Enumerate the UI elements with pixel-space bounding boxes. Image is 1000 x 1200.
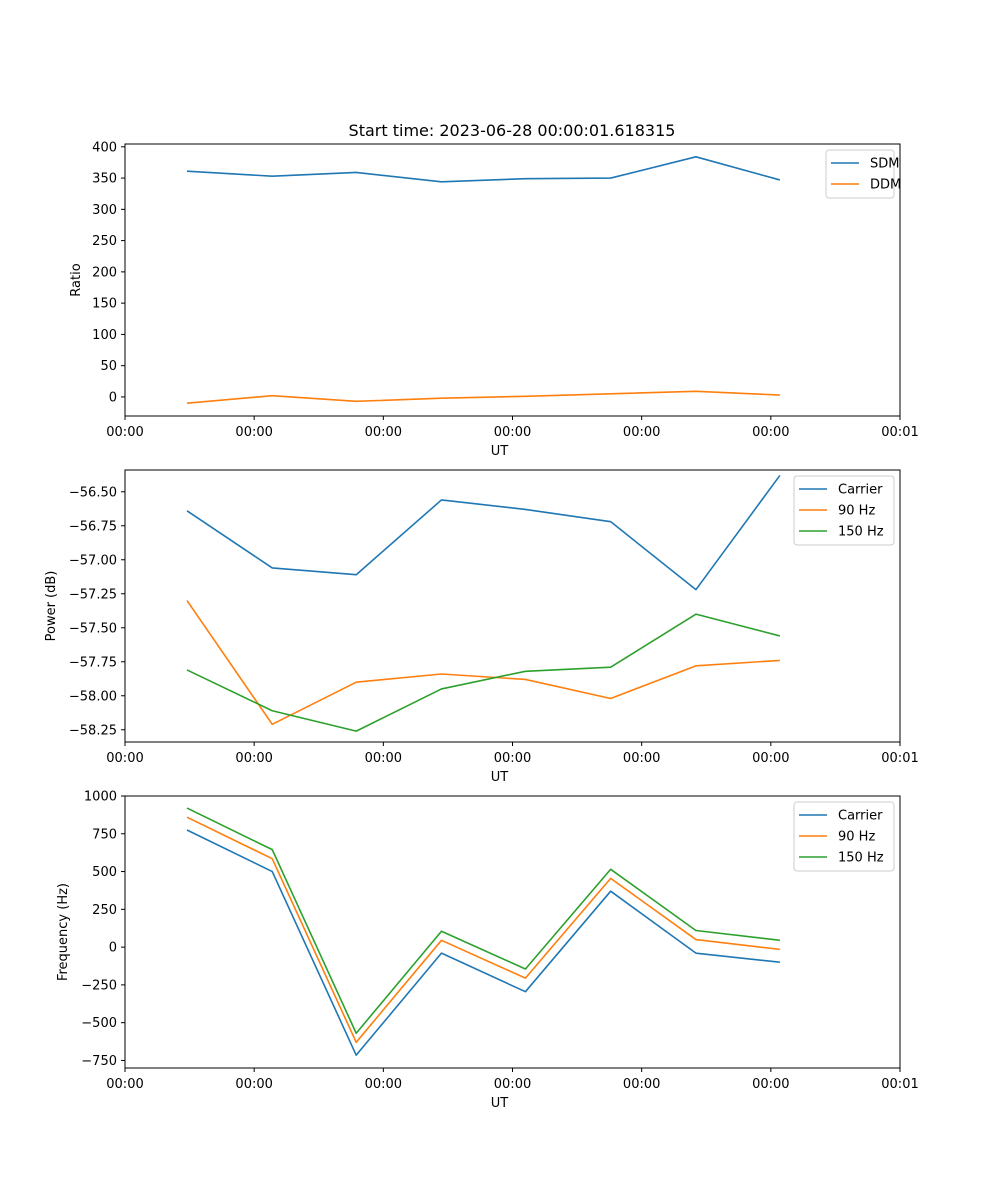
series-line-150-hz — [186, 613, 781, 732]
x-tick-label: 00:00 — [365, 425, 402, 440]
series-line-90-hz — [186, 816, 780, 1044]
x-tick-label: 00:00 — [235, 425, 272, 440]
y-tick-label: −58.25 — [69, 723, 117, 738]
y-axis-label: Ratio — [69, 263, 84, 296]
subplot-ratio: 00:00 00:00 00:00 00:00 00:00 00:00 00:01 0 50 10… — [69, 140, 919, 459]
y-tick-label: 150 — [92, 297, 117, 312]
y-tick-label: 1000 — [84, 790, 117, 805]
series-line-carrier — [186, 474, 781, 591]
legend-box — [793, 801, 895, 872]
legend-label: Carrier — [838, 809, 883, 824]
y-axis-label: Power (dB) — [44, 571, 59, 642]
x-tick-label: 00:00 — [494, 425, 531, 440]
y-tick-label: −57.50 — [69, 621, 117, 636]
legend-label: 150 Hz — [838, 851, 884, 866]
x-axis-label: UT — [491, 444, 509, 459]
x-axis-label: UT — [491, 1096, 509, 1111]
x-tick-label: 00:00 — [106, 425, 143, 440]
legend-box — [793, 475, 895, 546]
y-tick-label: 400 — [92, 140, 117, 155]
legend-label: SDM — [870, 157, 899, 172]
x-tick-label: 00:00 — [494, 751, 531, 766]
x-tick-label: 00:01 — [881, 1077, 918, 1092]
x-tick-label: 00:00 — [235, 751, 272, 766]
y-tick-label: −56.75 — [69, 519, 117, 534]
figure-title: Start time: 2023-06-28 00:00:01.618315 — [349, 121, 676, 140]
y-tick-label: 250 — [92, 234, 117, 249]
y-tick-label: 300 — [92, 203, 117, 218]
x-tick-label: 00:00 — [235, 1077, 272, 1092]
subplot-frequency: 00:00 00:00 00:00 00:00 00:00 00:00 00:01 −750 −… — [56, 790, 919, 1112]
series-line-150-hz — [186, 807, 780, 1035]
x-tick-label: 00:00 — [494, 1077, 531, 1092]
y-tick-label: −250 — [81, 978, 117, 993]
x-tick-label: 00:00 — [365, 1077, 402, 1092]
y-tick-label: −58.00 — [69, 689, 117, 704]
x-tick-label: 00:00 — [106, 1077, 143, 1092]
y-tick-label: 100 — [92, 328, 117, 343]
legend-label: DDM — [870, 178, 901, 193]
y-tick-label: 350 — [92, 172, 117, 187]
legend-label: 150 Hz — [838, 525, 884, 540]
x-tick-label: 00:00 — [752, 425, 789, 440]
y-tick-label: 750 — [92, 827, 117, 842]
legend-box — [825, 149, 895, 199]
x-axis-label: UT — [491, 770, 509, 785]
x-tick-label: 00:01 — [881, 425, 918, 440]
legend-label: 90 Hz — [838, 830, 875, 845]
legend-label: 90 Hz — [838, 504, 875, 519]
x-tick-label: 00:00 — [365, 751, 402, 766]
series-line-90-hz — [186, 600, 780, 726]
subplot-power: 00:00 00:00 00:00 00:00 00:00 00:00 00:01 −58.2… — [44, 469, 919, 785]
series-line-sdm — [186, 156, 781, 183]
legend-label: Carrier — [838, 483, 883, 498]
series-line-carrier — [186, 829, 780, 1056]
y-tick-label: −56.50 — [69, 485, 117, 500]
y-tick-label: 250 — [92, 903, 117, 918]
y-tick-label: 0 — [109, 941, 117, 956]
x-tick-label: 00:00 — [623, 1077, 660, 1092]
y-tick-label: 500 — [92, 865, 117, 880]
series-line-ddm — [186, 390, 780, 404]
y-tick-label: −500 — [81, 1016, 117, 1031]
x-tick-label: 00:00 — [623, 425, 660, 440]
x-tick-label: 00:01 — [881, 751, 918, 766]
x-tick-label: 00:00 — [752, 1077, 789, 1092]
x-tick-label: 00:00 — [623, 751, 660, 766]
y-tick-label: −57.00 — [69, 553, 117, 568]
y-tick-label: 0 — [109, 390, 117, 405]
y-axis-label: Frequency (Hz) — [56, 883, 71, 981]
x-tick-label: 00:00 — [106, 751, 143, 766]
y-tick-label: −750 — [81, 1054, 117, 1069]
y-tick-label: −57.75 — [69, 655, 117, 670]
x-tick-label: 00:00 — [752, 751, 789, 766]
y-tick-label: 200 — [92, 265, 117, 280]
y-tick-label: 50 — [100, 359, 117, 374]
y-tick-label: −57.25 — [69, 587, 117, 602]
